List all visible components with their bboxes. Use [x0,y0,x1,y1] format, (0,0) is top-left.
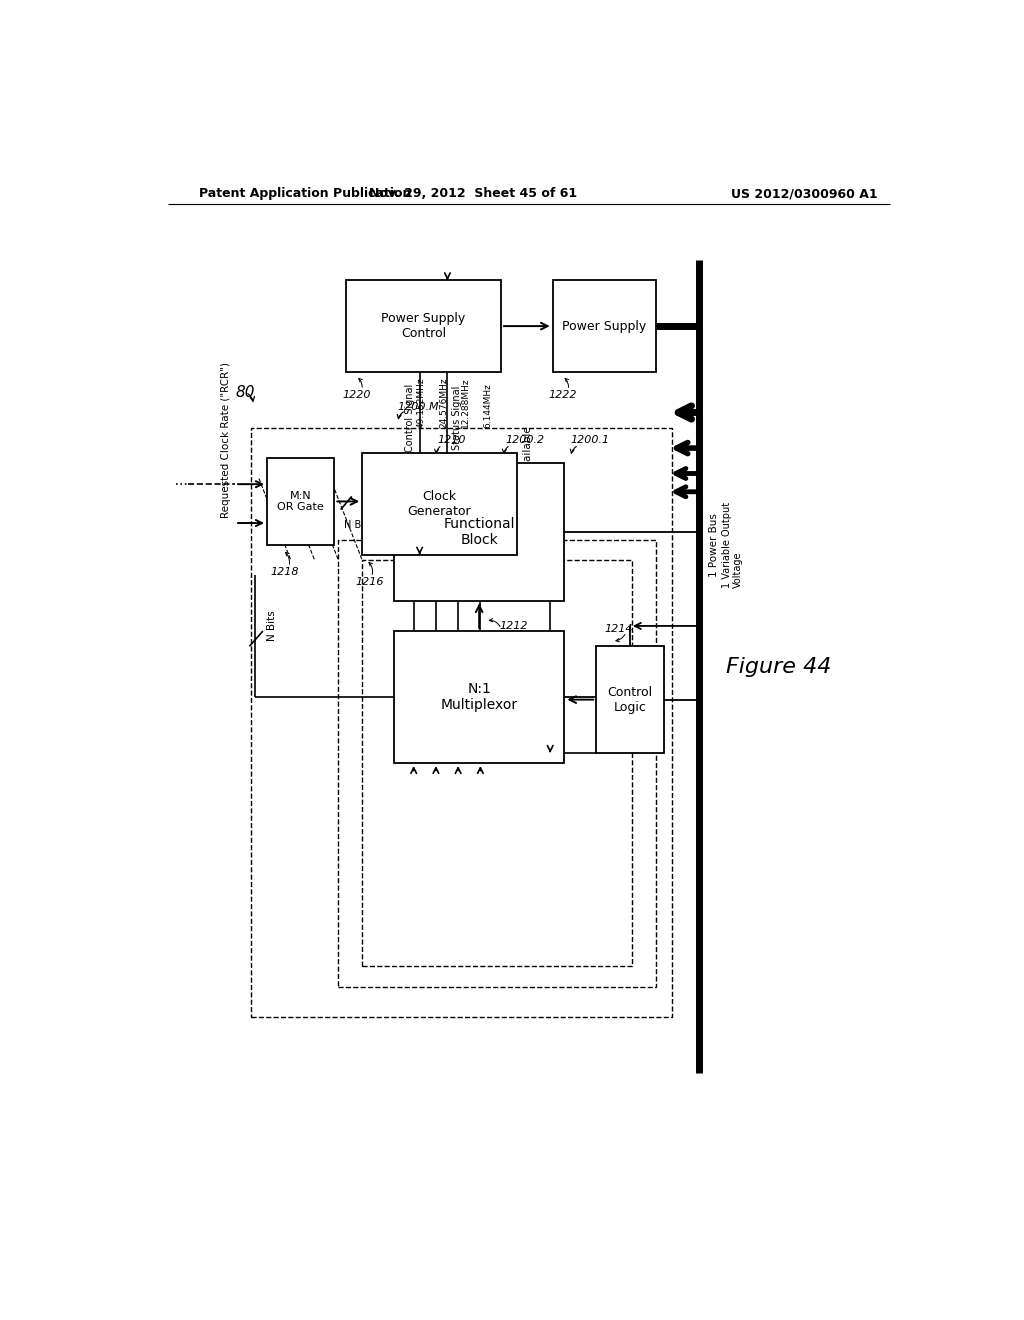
Text: Nov. 29, 2012  Sheet 45 of 61: Nov. 29, 2012 Sheet 45 of 61 [370,187,578,201]
Text: Control
Logic: Control Logic [607,685,652,714]
Text: 1220: 1220 [342,391,371,400]
Text: M:N
OR Gate: M:N OR Gate [278,491,324,512]
Bar [553,280,655,372]
Text: 1 Variable Output
Voltage: 1 Variable Output Voltage [722,502,743,587]
Text: Functional
Block: Functional Block [443,517,515,546]
Text: Power Supply
Control: Power Supply Control [382,312,466,341]
Text: US 2012/0300960 A1: US 2012/0300960 A1 [731,187,878,201]
Text: Patent Application Publication: Patent Application Publication [200,187,412,201]
Text: 6.144MHz: 6.144MHz [483,383,493,428]
Text: 49.152MHz: 49.152MHz [417,378,426,428]
Text: Figure 44: Figure 44 [726,656,831,677]
Text: N Bits: N Bits [547,488,557,519]
Text: 1 Power Bus: 1 Power Bus [709,512,719,577]
Bar [362,453,517,554]
Bar [362,560,632,966]
Bar [394,463,564,601]
Text: 24.576MHz: 24.576MHz [439,378,449,428]
Text: Power Supply: Power Supply [562,319,646,333]
Text: Clocks Available: Clocks Available [523,426,534,511]
Text: Control Signal: Control Signal [406,383,415,451]
Text: 1214: 1214 [604,624,633,634]
Text: N Bits: N Bits [267,611,276,642]
Text: Clock
Generator: Clock Generator [408,490,471,517]
Text: 12.288MHz: 12.288MHz [461,378,470,428]
Text: 1200.1: 1200.1 [570,436,610,445]
Text: Status Signal: Status Signal [452,385,462,450]
Text: N:1
Multiplexor: N:1 Multiplexor [440,682,518,713]
Text: Requested Clock Rate ("RCR"): Requested Clock Rate ("RCR") [220,363,230,519]
Text: 1222: 1222 [549,391,578,400]
Text: 1210: 1210 [437,436,466,445]
Text: 80: 80 [236,384,255,400]
Bar [346,280,501,372]
Text: 1212: 1212 [499,620,527,631]
Text: 1200.2: 1200.2 [505,436,544,445]
Text: 1218: 1218 [270,568,299,577]
Bar [251,428,672,1018]
Bar [267,458,334,545]
Text: N Bits: N Bits [344,520,373,529]
Bar [338,540,655,987]
Bar [596,647,664,752]
Text: 1200.M: 1200.M [397,403,439,412]
Text: 1216: 1216 [355,577,384,587]
Bar [394,631,564,763]
